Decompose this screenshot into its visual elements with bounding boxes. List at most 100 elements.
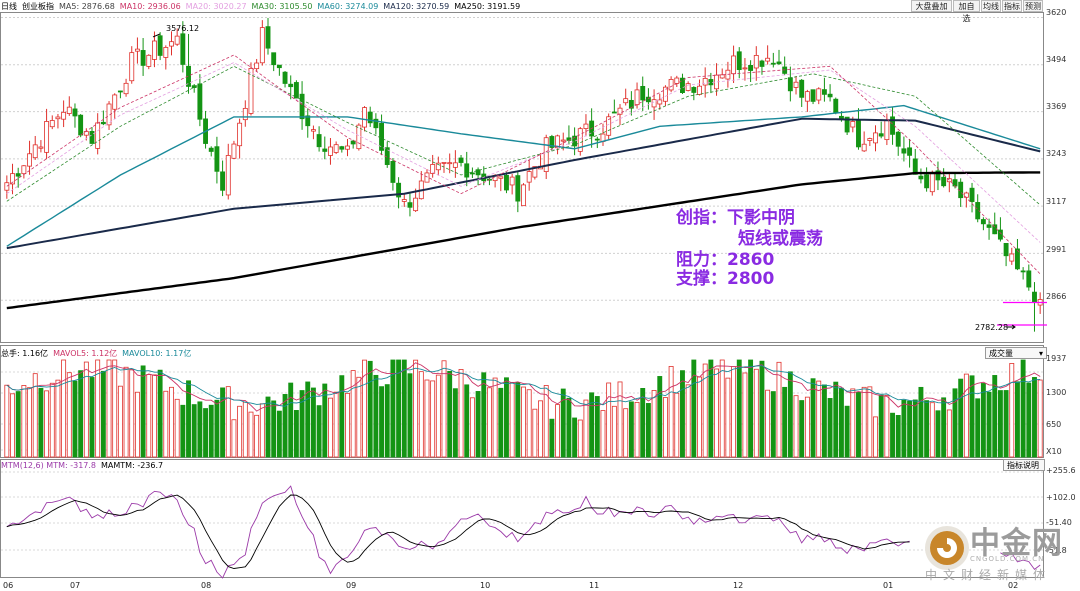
candle-body xyxy=(634,89,640,106)
candle-body xyxy=(748,65,754,71)
add-watchlist-button[interactable]: 加自选 xyxy=(953,0,980,23)
candle-body xyxy=(458,157,464,163)
indicator-button[interactable]: 指标 xyxy=(1002,0,1022,12)
candle-body xyxy=(975,202,981,220)
volume-bar xyxy=(356,376,362,458)
ma120-label: MA120: 3270.59 xyxy=(383,2,450,11)
candle-body xyxy=(640,85,646,101)
ma120-line xyxy=(6,117,1041,250)
candle-body xyxy=(856,119,861,148)
volume-bar xyxy=(651,389,657,458)
candle-body xyxy=(413,197,419,212)
candle-body xyxy=(316,134,322,148)
candle-body xyxy=(583,123,589,129)
volume-bar xyxy=(884,394,890,458)
candle-body xyxy=(276,64,282,69)
volume-bar xyxy=(435,374,441,458)
candle-body xyxy=(231,143,237,159)
candle-body xyxy=(929,172,935,193)
candle-body xyxy=(248,68,254,114)
candle-body xyxy=(407,202,413,208)
volume-bar xyxy=(100,370,106,458)
candle-body xyxy=(174,35,180,45)
candle-body xyxy=(117,90,123,93)
candle-body xyxy=(549,136,555,148)
volume-bar xyxy=(606,382,612,458)
volume-bar xyxy=(770,391,776,458)
volume-bar xyxy=(293,410,299,458)
volume-bar xyxy=(873,416,878,458)
candle-body xyxy=(691,87,697,93)
candle-body xyxy=(572,135,578,147)
annotation-support: 支撑：2800 xyxy=(676,269,775,289)
forecast-button[interactable]: 预测 xyxy=(1023,0,1043,12)
candle-body xyxy=(152,40,157,60)
candle-body xyxy=(793,81,799,88)
candle-body xyxy=(21,165,27,175)
volume-bar xyxy=(197,401,203,458)
candle-body xyxy=(617,107,623,115)
volume-bar xyxy=(401,359,407,458)
volume-bar xyxy=(935,410,941,458)
candle-body xyxy=(134,48,140,52)
volume-bar xyxy=(362,359,367,458)
volume-bar xyxy=(634,401,640,458)
volume-bar xyxy=(1009,363,1015,458)
candle-body xyxy=(804,91,810,102)
volume-bar xyxy=(583,399,589,458)
candle-body xyxy=(623,98,629,104)
candle-body xyxy=(475,169,481,176)
candle-body xyxy=(441,161,447,164)
candle-body xyxy=(169,41,174,47)
candle-body xyxy=(362,107,367,128)
candle-body xyxy=(498,176,504,179)
candle-body xyxy=(464,163,470,178)
volume-bar xyxy=(15,391,21,458)
volume-bar xyxy=(407,373,413,458)
mtm-tick: +255.6 xyxy=(1046,466,1076,475)
candle-body xyxy=(288,83,294,88)
candle-body xyxy=(129,52,135,82)
candle-body xyxy=(850,121,856,128)
volume-selector[interactable]: 成交量 ▾ xyxy=(985,347,1047,359)
volume-bar xyxy=(186,380,191,458)
ma-button[interactable]: 均线 xyxy=(981,0,1001,12)
volume-bar xyxy=(577,419,583,458)
volume-unit: X10 xyxy=(1046,447,1062,456)
annotation-line-2: 短线或震荡 xyxy=(738,229,823,249)
volume-bar xyxy=(509,381,515,458)
volume-bar xyxy=(117,385,123,458)
volume-bar xyxy=(220,387,226,458)
candle-body xyxy=(509,176,515,186)
ma30-label: MA30: 3105.50 xyxy=(251,2,313,11)
candle-body xyxy=(242,107,248,121)
volume-bar xyxy=(242,401,248,458)
candle-body xyxy=(969,187,975,202)
index-overlay-button[interactable]: 大盘叠加 xyxy=(911,0,952,12)
indicator-help-button[interactable]: 指标说明 xyxy=(1003,459,1045,471)
candle-body xyxy=(390,161,396,183)
candle-body xyxy=(72,108,78,117)
candle-body xyxy=(44,121,50,153)
volume-bar xyxy=(515,382,521,458)
x-month-label: 12 xyxy=(733,581,744,590)
candle-body xyxy=(430,164,436,174)
volume-bar xyxy=(753,368,759,458)
volume-bar xyxy=(617,381,623,458)
volume-bar xyxy=(305,381,311,458)
volume-bar xyxy=(912,399,918,458)
cngold-logo-icon xyxy=(925,526,969,570)
price-tick: 2991 xyxy=(1046,245,1067,254)
watermark-title: 中金网 xyxy=(970,526,1063,561)
volume-bar xyxy=(373,374,379,458)
volume-bar xyxy=(878,394,884,458)
candle-body xyxy=(396,182,402,198)
volume-bar xyxy=(89,377,95,458)
candle-body xyxy=(310,129,316,132)
mtm-legend: MTM(12,6) MTM: -317.8 MAMTM: -236.7 xyxy=(1,461,168,470)
candle-body xyxy=(997,229,1003,240)
candle-body xyxy=(839,115,844,119)
volume-bar xyxy=(379,386,385,458)
candle-body xyxy=(469,172,475,175)
